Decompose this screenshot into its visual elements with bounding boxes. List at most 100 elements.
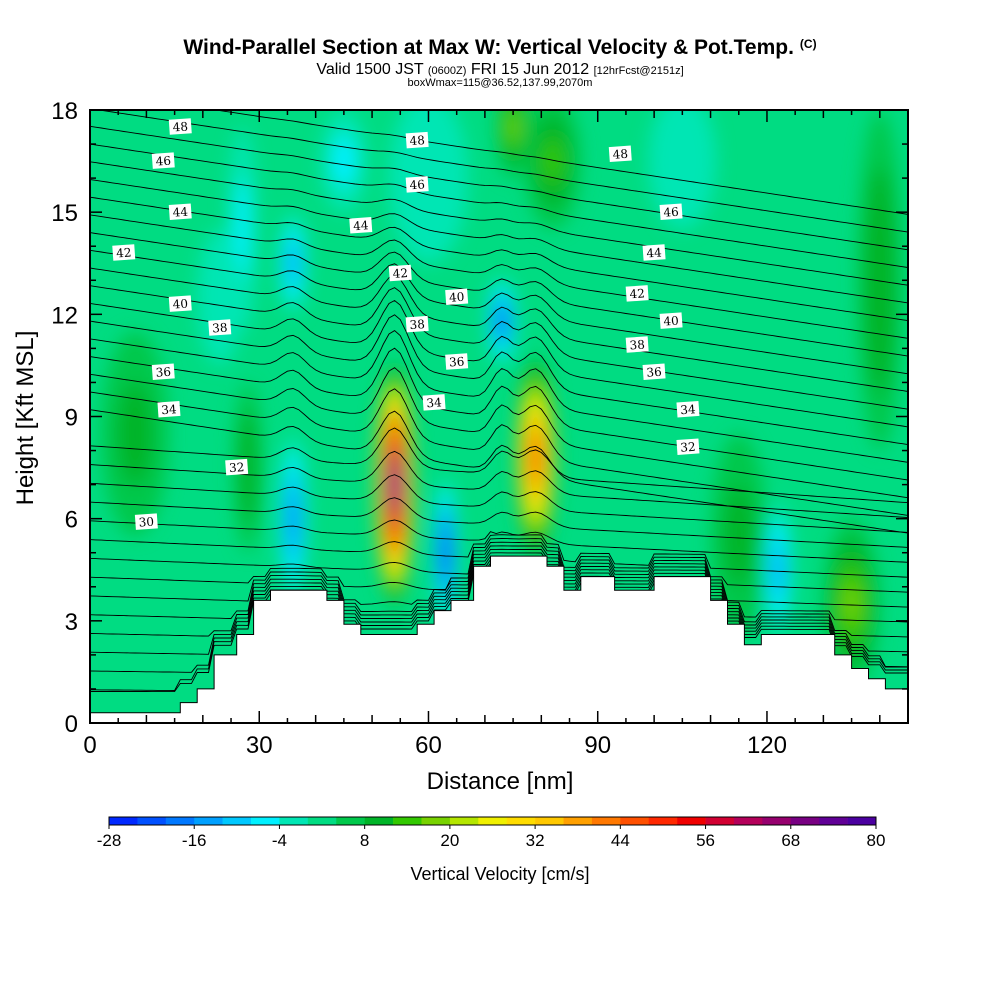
theta-line [90,474,908,533]
w-band [289,250,297,277]
colorbar-swatch [478,817,508,825]
x-tick-label: 90 [584,732,611,759]
theta-label-box [168,203,192,220]
colorbar-tick-label: 44 [611,831,630,850]
colorbar-frame [108,816,877,826]
w-band [243,439,253,496]
w-cell-5 [496,110,531,179]
theta-label-text: 38 [629,337,645,352]
colorbar-swatch [790,817,820,825]
theta-label-text: 48 [409,133,425,148]
theta-label-text: 38 [409,317,425,332]
theta-label: 44 [642,244,666,261]
theta-label-text: 44 [172,205,189,220]
colorbar-swatch [364,817,394,825]
theta-label: 46 [659,203,683,220]
theta-line [90,409,908,534]
theta-label: 36 [151,363,175,380]
colorbar-tick-label: 32 [526,831,545,850]
valid-time-line: Valid 1500 JST (0600Z) FRI 15 Jun 2012 [… [0,61,1000,79]
theta-label: 36 [642,363,666,380]
theta-label: 34 [676,400,700,418]
w-band [208,263,232,332]
theta-label-text: 44 [646,245,663,260]
theta-line [90,367,908,499]
colorbar-swatch [393,817,422,825]
theta-label-text: 30 [138,515,154,530]
w-cell-9 [278,433,308,604]
colorbar-swatch [251,817,280,825]
theta-label-text: 40 [172,297,188,312]
colorbar-tick-label: 68 [781,831,800,850]
theta-line [90,249,908,375]
w-band [408,135,449,221]
theta-line [90,143,908,268]
theta-label: 38 [208,319,232,336]
w-band [533,448,538,466]
theta-line [90,548,908,638]
theta-label: 38 [625,336,649,353]
theta-line [90,541,908,608]
theta-label-text: 42 [392,266,408,281]
w-band [393,478,396,491]
colorbar-swatch [762,817,792,825]
theta-line [90,330,908,463]
theta-label-box [445,353,469,370]
theta-line [90,538,908,593]
chart-title: Wind-Parallel Section at Max W: Vertical… [0,36,1000,60]
w-cell-0 [374,362,415,608]
theta-label-box [608,145,632,163]
colorbar-tick-label: 8 [360,831,369,850]
theta-label-text: 34 [161,402,178,417]
theta-line [90,214,908,339]
theta-label-text: 36 [449,354,465,369]
colorbar-tick-label: 20 [440,831,459,850]
theta-label-box [151,152,175,169]
theta-label-box [405,315,429,333]
theta-label-box [225,458,249,476]
box-wmax-line: boxWmax=115@36.52,137.99,2070m [407,77,593,89]
colorbar-swatch [279,817,309,825]
w-band [508,114,518,140]
theta-label: 40 [659,312,683,329]
colorbar-swatch [109,817,138,825]
y-tick-label: 6 [65,507,78,534]
colorbar-swatch [591,817,621,825]
y-tick-label: 0 [65,711,78,738]
x-tick-label: 0 [83,732,96,759]
w-cell-6 [857,110,903,451]
theta-label: 40 [168,295,192,312]
theta-label-box [349,217,373,234]
theta-line [90,179,908,304]
colorbar-swatch [563,817,593,825]
y-tick-label: 15 [51,200,78,227]
theta-label-text: 42 [116,245,132,260]
valid-utc: (0600Z) [427,65,467,77]
theta-label-text: 46 [155,154,171,169]
theta-label-box [157,400,181,418]
theta-label: 46 [405,176,429,193]
colorbar-swatch [733,817,763,825]
theta-label-box [151,363,175,380]
x-tick-label: 30 [246,732,273,759]
w-band [665,127,700,196]
theta-label: 48 [405,131,429,149]
theta-label-box [168,118,192,135]
theta-line [90,232,908,357]
theta-label-text: 36 [155,365,171,380]
theta-label-text: 46 [663,205,679,220]
theta-label: 44 [349,217,373,234]
y-tick-label: 12 [51,302,78,329]
w-cell-15 [764,501,793,638]
colorbar: -28 -16 -4 8 20 32 44 56 68 80 [97,816,885,850]
theta-label: 34 [157,400,181,418]
theta-label: 32 [676,438,700,455]
y-tick-label: 9 [65,405,78,432]
theta-label-box [625,336,649,353]
w-band [872,223,888,338]
theta-label-box [422,394,446,411]
forecast-info: [12hrFcst@2151z] [593,65,684,77]
w-band [290,501,296,536]
w-cell-16 [648,110,717,230]
